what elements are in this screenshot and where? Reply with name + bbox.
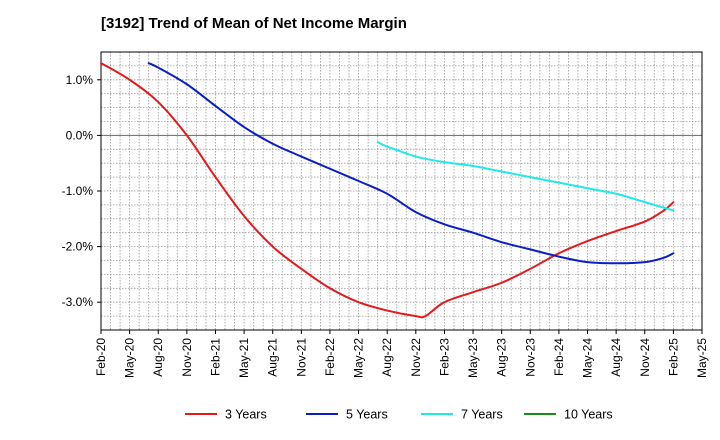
- x-tick-label: Nov-22: [409, 338, 423, 377]
- x-tick-label: Nov-21: [294, 338, 308, 377]
- x-tick-label: Feb-23: [437, 338, 451, 376]
- x-tick-label: Nov-20: [180, 338, 194, 377]
- x-tick-label: Nov-23: [523, 338, 537, 377]
- x-tick-label: May-23: [466, 338, 480, 378]
- x-tick-label: May-22: [352, 338, 366, 378]
- legend-label-3-years: 3 Years: [225, 408, 267, 422]
- x-tick-label: May-25: [695, 338, 709, 378]
- x-tick-label: Aug-21: [266, 338, 280, 377]
- y-tick-label: -2.0%: [62, 240, 94, 254]
- chart-title: [3192] Trend of Mean of Net Income Margi…: [101, 15, 407, 32]
- x-tick-label: Nov-24: [638, 338, 652, 377]
- x-tick-label: Aug-22: [380, 338, 394, 377]
- x-tick-label: Aug-23: [495, 338, 509, 377]
- legend: 3 Years 5 Years 7 Years 10 Years: [185, 408, 613, 422]
- x-axis-ticks: Feb-20 May-20 Aug-20 Nov-20 Feb-21 May-21 Aug-…: [94, 330, 709, 378]
- legend-label-7-years: 7 Years: [461, 408, 503, 422]
- series-lines: [100, 62, 675, 319]
- series-line-5-years: [147, 62, 675, 265]
- x-tick-label: May-21: [237, 338, 251, 378]
- y-axis-ticks: 1.0% 0.0% -1.0% -2.0% -3.0%: [62, 73, 101, 309]
- y-tick-label: -3.0%: [62, 295, 94, 309]
- grid: [101, 52, 702, 330]
- y-tick-label: -1.0%: [62, 184, 94, 198]
- x-tick-label: Aug-20: [151, 338, 165, 377]
- legend-label-10-years: 10 Years: [564, 408, 613, 422]
- series-line-3-years: [100, 62, 675, 319]
- legend-label-5-years: 5 Years: [346, 408, 388, 422]
- series-line-7-years: [376, 141, 675, 212]
- x-tick-label: May-24: [581, 338, 595, 378]
- x-tick-label: Feb-24: [552, 338, 566, 376]
- x-tick-label: May-20: [123, 338, 137, 378]
- x-tick-label: Aug-24: [609, 338, 623, 377]
- x-tick-label: Feb-21: [208, 338, 222, 376]
- x-tick-label: Feb-22: [323, 338, 337, 376]
- x-tick-label: Feb-20: [94, 338, 108, 376]
- y-tick-label: 1.0%: [66, 73, 94, 87]
- x-tick-label: Feb-25: [666, 338, 680, 376]
- y-tick-label: 0.0%: [66, 128, 94, 142]
